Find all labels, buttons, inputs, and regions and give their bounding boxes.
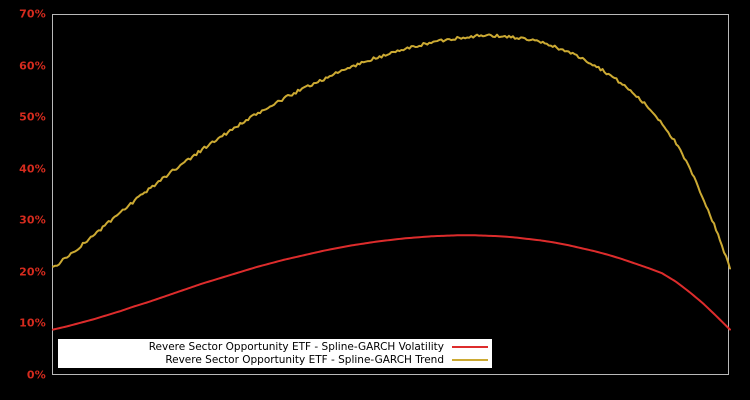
y-axis-tick-label: 50% [19,110,46,124]
legend-label-trend: Revere Sector Opportunity ETF - Spline-G… [165,353,444,366]
y-axis-tick-label: 30% [19,213,46,227]
legend-swatch-trend [452,359,488,361]
chart-legend: Revere Sector Opportunity ETF - Spline-G… [58,339,492,368]
series-lines [52,33,731,331]
y-axis: 0% 10% 20% 30% 40% 50% 60% 70% [0,0,46,400]
series-line-volatility [52,234,731,331]
legend-item[interactable]: Revere Sector Opportunity ETF - Spline-G… [58,354,492,367]
y-axis-tick-label: 70% [19,7,46,21]
legend-label-volatility: Revere Sector Opportunity ETF - Spline-G… [148,340,444,353]
y-axis-tick-label: 20% [19,265,46,279]
y-axis-tick-label: 60% [19,59,46,73]
y-axis-tick-label: 40% [19,162,46,176]
y-axis-tick-label: 10% [19,316,46,330]
legend-swatch-volatility [452,346,488,348]
series-line-trend [52,33,731,270]
y-axis-tick-label: 0% [26,368,46,382]
legend-item[interactable]: Revere Sector Opportunity ETF - Spline-G… [58,341,492,354]
plot-area [52,14,731,375]
